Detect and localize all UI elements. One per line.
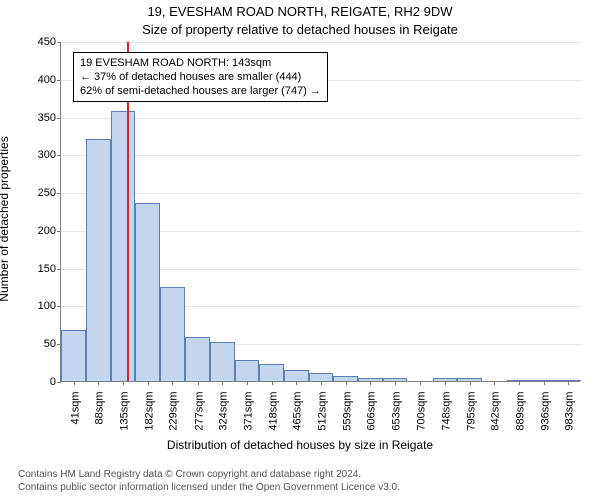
histogram-bar [210,342,235,381]
xtick-label: 371sqm [243,392,254,452]
histogram-bar [185,337,210,381]
xtick-label: 465sqm [293,392,304,452]
ytick-label: 50 [16,339,56,350]
ytick-label: 350 [16,113,56,124]
xtick-mark [198,381,199,385]
histogram-plot-area: 19 EVESHAM ROAD NORTH: 143sqm← 37% of de… [60,42,580,382]
xtick-label: 653sqm [392,392,403,452]
ytick-mark [57,42,61,43]
ytick-mark [57,118,61,119]
xtick-label: 842sqm [491,392,502,452]
xtick-label: 182sqm [144,392,155,452]
ytick-label: 200 [16,226,56,237]
ytick-label: 450 [16,37,56,48]
xtick-mark [247,381,248,385]
ytick-mark [57,155,61,156]
gridline-h [61,155,581,156]
annotation-line-3: 62% of semi-detached houses are larger (… [80,84,321,98]
xtick-label: 418sqm [268,392,279,452]
xtick-mark [272,381,273,385]
ytick-mark [57,231,61,232]
xtick-mark [148,381,149,385]
xtick-mark [519,381,520,385]
histogram-bar [235,360,260,381]
xtick-mark [321,381,322,385]
xtick-label: 277sqm [194,392,205,452]
xtick-label: 559sqm [342,392,353,452]
xtick-label: 135sqm [119,392,130,452]
xtick-label: 795sqm [466,392,477,452]
xtick-mark [172,381,173,385]
xtick-label: 512sqm [318,392,329,452]
ytick-label: 300 [16,150,56,161]
xtick-mark [222,381,223,385]
xtick-mark [544,381,545,385]
xtick-mark [346,381,347,385]
ytick-mark [57,269,61,270]
ytick-label: 250 [16,188,56,199]
ytick-label: 100 [16,301,56,312]
ytick-mark [57,80,61,81]
ytick-mark [57,306,61,307]
xtick-mark [420,381,421,385]
xtick-mark [74,381,75,385]
xtick-label: 324sqm [219,392,230,452]
xtick-label: 229sqm [169,392,180,452]
gridline-h [61,118,581,119]
xtick-mark [494,381,495,385]
ytick-mark [57,193,61,194]
chart-footer: Contains HM Land Registry data © Crown c… [18,468,400,494]
xtick-label: 41sqm [70,392,81,452]
annotation-line-1: 19 EVESHAM ROAD NORTH: 143sqm [80,56,321,70]
histogram-bar [160,287,185,381]
ytick-label: 400 [16,75,56,86]
histogram-bar [135,203,160,381]
xtick-mark [296,381,297,385]
gridline-h [61,193,581,194]
xtick-label: 936sqm [540,392,551,452]
histogram-bar [86,139,111,381]
xtick-mark [568,381,569,385]
y-axis-label: Number of detached properties [0,136,11,301]
xtick-mark [370,381,371,385]
annotation-box: 19 EVESHAM ROAD NORTH: 143sqm← 37% of de… [73,52,328,102]
xtick-label: 700sqm [416,392,427,452]
ytick-mark [57,382,61,383]
histogram-bar [111,111,136,381]
ytick-label: 0 [16,377,56,388]
footer-line-2: Contains public sector information licen… [18,481,400,494]
footer-line-1: Contains HM Land Registry data © Crown c… [18,468,400,481]
annotation-line-2: ← 37% of detached houses are smaller (44… [80,70,321,84]
xtick-label: 983sqm [565,392,576,452]
histogram-bar [309,373,334,381]
xtick-label: 889sqm [516,392,527,452]
xtick-mark [98,381,99,385]
xtick-mark [470,381,471,385]
chart-title-address: 19, EVESHAM ROAD NORTH, REIGATE, RH2 9DW [0,4,600,19]
gridline-h [61,42,581,43]
xtick-label: 606sqm [367,392,378,452]
histogram-bar [259,364,284,381]
xtick-mark [395,381,396,385]
xtick-label: 88sqm [95,392,106,452]
xtick-label: 748sqm [441,392,452,452]
histogram-bar [284,370,309,381]
xtick-mark [445,381,446,385]
histogram-bar [61,330,86,381]
chart-title-subtitle: Size of property relative to detached ho… [0,22,600,37]
xtick-mark [123,381,124,385]
ytick-label: 150 [16,264,56,275]
